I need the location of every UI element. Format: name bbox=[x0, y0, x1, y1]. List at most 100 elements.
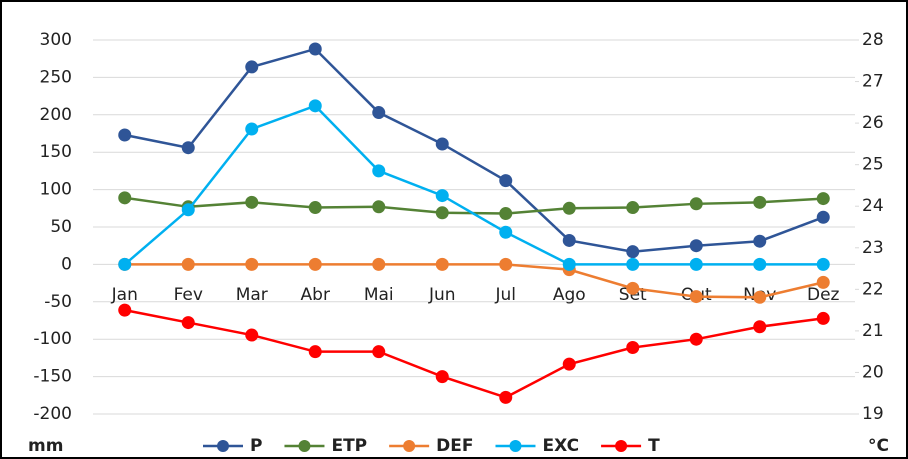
x-tick-label: Ago bbox=[553, 285, 586, 305]
legend-marker bbox=[509, 440, 522, 452]
x-tick-label: Jan bbox=[111, 285, 138, 305]
y-tick-label: 300 bbox=[40, 30, 72, 50]
data-point bbox=[435, 189, 449, 203]
data-point bbox=[499, 207, 513, 221]
legend-label: DEF bbox=[436, 436, 473, 456]
y2-tick-label: 22 bbox=[862, 279, 884, 299]
data-point bbox=[499, 225, 513, 239]
data-point bbox=[499, 257, 513, 271]
data-point bbox=[689, 197, 703, 211]
data-point bbox=[435, 370, 449, 384]
data-point bbox=[562, 357, 576, 371]
y2-tick-label: 23 bbox=[862, 238, 884, 258]
data-point bbox=[435, 137, 449, 151]
y-tick-label: 250 bbox=[40, 67, 72, 87]
data-point bbox=[245, 122, 259, 136]
x-tick-label: Abr bbox=[301, 285, 330, 305]
legend-marker bbox=[217, 440, 229, 452]
data-point bbox=[308, 345, 322, 359]
data-point bbox=[753, 257, 767, 271]
data-point bbox=[626, 201, 640, 215]
y2-tick-label: 19 bbox=[862, 404, 884, 424]
y2-tick-label: 20 bbox=[862, 362, 884, 382]
data-point bbox=[245, 328, 259, 342]
y-tick-label: 50 bbox=[50, 217, 72, 237]
y-tick-label: 100 bbox=[40, 180, 72, 200]
series-line bbox=[123, 104, 824, 266]
y-tick-label: 200 bbox=[40, 105, 72, 125]
data-point bbox=[499, 390, 513, 404]
legend-label: ETP bbox=[331, 436, 367, 456]
data-point bbox=[689, 290, 703, 304]
data-point bbox=[308, 257, 322, 271]
data-point bbox=[626, 341, 640, 355]
data-point bbox=[245, 257, 259, 271]
x-tick-label: Mai bbox=[364, 285, 394, 305]
data-point bbox=[118, 257, 132, 271]
data-point bbox=[753, 320, 767, 334]
y2-tick-label: 27 bbox=[862, 72, 884, 92]
data-point bbox=[753, 234, 767, 248]
y-tick-label: -150 bbox=[33, 367, 72, 387]
data-point bbox=[372, 345, 386, 359]
y2-tick-label: 28 bbox=[862, 30, 884, 50]
series-line bbox=[124, 263, 824, 299]
data-point bbox=[118, 128, 132, 142]
data-point bbox=[753, 195, 767, 209]
legend-label: T bbox=[648, 436, 660, 456]
series-line bbox=[124, 308, 824, 399]
data-point bbox=[753, 290, 767, 304]
y-axis-label: mm bbox=[28, 436, 63, 456]
data-point bbox=[308, 201, 322, 215]
x-tick-label: Mar bbox=[236, 285, 268, 305]
y-tick-label: 0 bbox=[61, 254, 72, 274]
data-point bbox=[689, 257, 703, 271]
data-point bbox=[181, 141, 195, 155]
y2-tick-label: 26 bbox=[862, 113, 884, 133]
series-line bbox=[124, 47, 824, 253]
data-point bbox=[118, 303, 132, 317]
data-point bbox=[562, 201, 576, 215]
data-point bbox=[372, 200, 386, 214]
legend-label: EXC bbox=[542, 436, 579, 456]
data-point bbox=[499, 174, 513, 188]
data-point bbox=[816, 210, 830, 224]
data-point bbox=[372, 106, 386, 120]
data-point bbox=[372, 257, 386, 271]
data-point bbox=[308, 99, 322, 113]
y2-tick-label: 24 bbox=[862, 196, 884, 216]
y-tick-label: -100 bbox=[33, 329, 72, 349]
data-point bbox=[308, 42, 322, 56]
data-point bbox=[562, 233, 576, 247]
data-point bbox=[118, 191, 132, 205]
data-point bbox=[372, 164, 386, 178]
data-point bbox=[245, 195, 259, 209]
y-tick-label: -200 bbox=[33, 404, 72, 424]
data-point bbox=[816, 275, 830, 289]
y-tick-label: -50 bbox=[44, 292, 72, 312]
y-tick-label: 150 bbox=[40, 142, 72, 162]
legend-marker bbox=[298, 440, 311, 452]
data-point bbox=[689, 239, 703, 253]
legend-marker bbox=[403, 440, 416, 452]
data-point bbox=[816, 192, 830, 206]
data-point bbox=[816, 257, 830, 271]
data-point bbox=[562, 257, 576, 271]
x-tick-label: Jun bbox=[428, 285, 456, 305]
x-tick-label: Fev bbox=[174, 285, 203, 305]
data-point bbox=[626, 281, 640, 295]
data-point bbox=[245, 60, 259, 74]
legend-label: P bbox=[250, 436, 262, 456]
data-point bbox=[181, 203, 195, 217]
data-point bbox=[435, 257, 449, 271]
data-point bbox=[689, 332, 703, 346]
data-point bbox=[626, 257, 640, 271]
data-point bbox=[181, 257, 195, 271]
y2-tick-label: 25 bbox=[862, 155, 884, 175]
data-point bbox=[181, 316, 195, 330]
x-tick-label: Jul bbox=[494, 285, 516, 305]
y2-tick-label: 21 bbox=[862, 321, 884, 341]
data-point bbox=[626, 245, 640, 259]
